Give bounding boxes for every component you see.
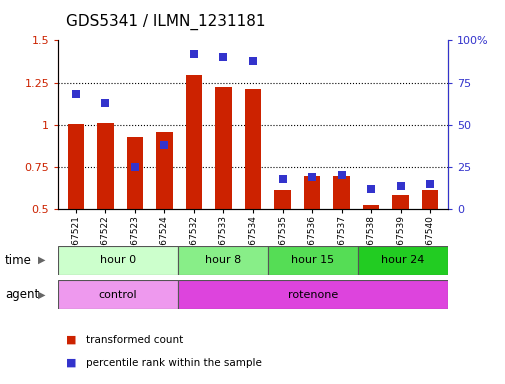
Text: rotenone: rotenone (287, 290, 337, 300)
Bar (97, 123, 113, 209)
Text: control: control (98, 290, 137, 300)
Text: hour 0: hour 0 (100, 255, 136, 265)
Bar (127, 137, 143, 209)
Bar (357, 246, 447, 275)
Bar (333, 176, 349, 209)
Text: hour 24: hour 24 (380, 255, 424, 265)
Point (219, 54, 227, 60)
Text: hour 15: hour 15 (291, 255, 334, 265)
Point (131, 164, 139, 170)
Point (101, 100, 109, 106)
Bar (274, 190, 290, 209)
Text: ▶: ▶ (38, 255, 45, 265)
Point (160, 142, 168, 148)
Bar (178, 246, 268, 275)
Bar (304, 176, 320, 209)
Text: ■: ■ (66, 358, 76, 368)
Text: agent: agent (5, 288, 39, 301)
Point (366, 186, 374, 192)
Point (337, 172, 345, 179)
Text: GDS5341 / ILMN_1231181: GDS5341 / ILMN_1231181 (66, 13, 265, 30)
Bar (178, 280, 447, 309)
Point (396, 182, 404, 189)
Bar (268, 246, 357, 275)
Point (189, 51, 197, 57)
Bar (68, 124, 84, 209)
Point (248, 58, 257, 64)
Point (308, 174, 316, 180)
Bar (244, 89, 261, 209)
Bar (58, 280, 178, 309)
Text: percentile rank within the sample: percentile rank within the sample (86, 358, 262, 368)
Text: transformed count: transformed count (86, 335, 183, 345)
Bar (362, 205, 378, 209)
Text: ▶: ▶ (38, 290, 45, 300)
Point (278, 176, 286, 182)
Text: ■: ■ (66, 335, 76, 345)
Bar (185, 75, 201, 209)
Bar (421, 190, 437, 209)
Bar (156, 132, 172, 209)
Point (72, 91, 80, 98)
Text: hour 8: hour 8 (205, 255, 241, 265)
Text: time: time (5, 254, 32, 266)
Bar (58, 246, 178, 275)
Point (425, 181, 433, 187)
Bar (215, 87, 231, 209)
Bar (392, 195, 408, 209)
